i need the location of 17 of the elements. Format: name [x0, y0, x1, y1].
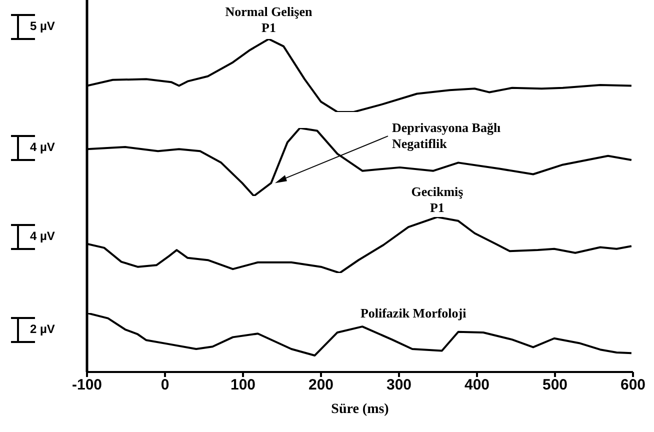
annotation: Deprivasyona Bağlı Negatiflik: [392, 120, 502, 152]
text: 4 µV: [30, 140, 55, 154]
x-axis-title: Süre (ms): [330, 402, 390, 418]
x-tick-label: 100: [230, 376, 256, 394]
x-tick-label: 500: [542, 376, 568, 394]
x-tick-label: 600: [620, 376, 646, 394]
x-tick-label: 200: [308, 376, 334, 394]
annotation: Gecikmiş P1: [411, 184, 464, 215]
x-tick-label: 0: [160, 376, 170, 394]
annotation: Normal Gelişen P1: [225, 4, 314, 35]
x-tick-label: 300: [386, 376, 412, 394]
text: 5 µV: [30, 19, 55, 33]
x-tick-label: 400: [464, 376, 490, 394]
x-tick-label: -100: [72, 376, 102, 394]
text: 2 µV: [30, 322, 55, 336]
text: 4 µV: [30, 229, 55, 243]
annotation: Polifazik Morfoloji: [360, 306, 467, 321]
